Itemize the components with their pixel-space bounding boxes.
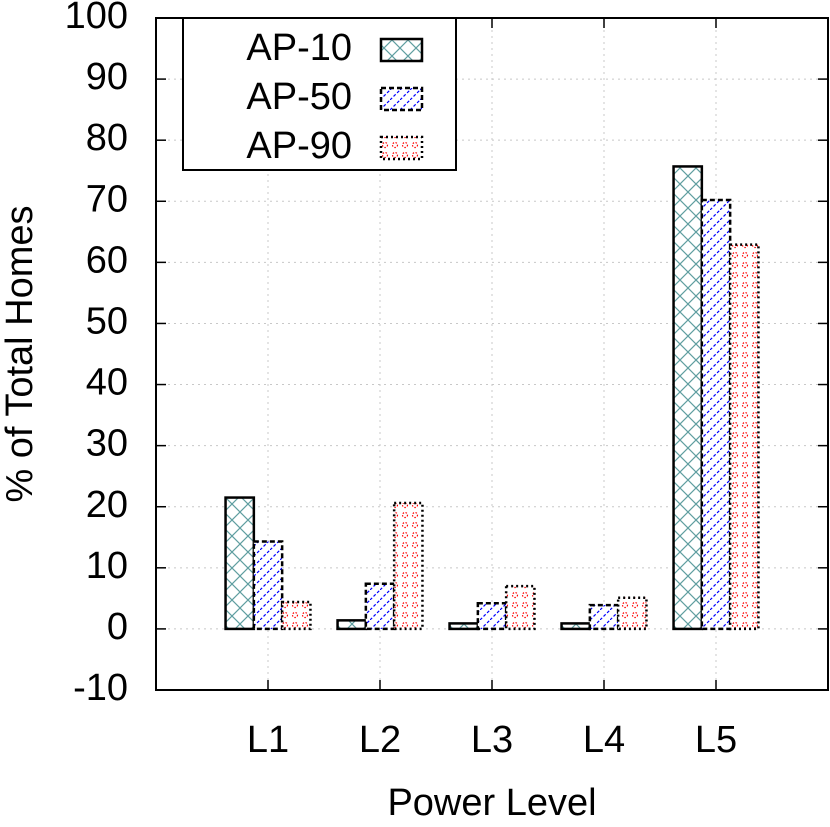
legend-label: AP-10: [246, 27, 352, 69]
y-tick-label: 60: [86, 239, 128, 281]
bar: [588, 603, 620, 631]
bar: [616, 596, 648, 631]
y-tick-label: 40: [86, 362, 128, 404]
x-tick-label: L4: [583, 719, 625, 761]
y-tick-label: 80: [86, 117, 128, 159]
bar: [560, 622, 592, 631]
legend-swatch: [379, 86, 424, 112]
bar: [700, 198, 732, 631]
x-axis-label: Power Level: [387, 782, 596, 824]
y-tick-label: 10: [86, 545, 128, 587]
y-tick-label: 100: [65, 0, 128, 37]
y-tick-label: 0: [107, 606, 128, 648]
y-tick-label: 90: [86, 56, 128, 98]
y-tick-label: 50: [86, 300, 128, 342]
bar: [504, 584, 536, 631]
legend-label: AP-50: [246, 76, 352, 118]
bar: [224, 496, 256, 631]
y-tick-label: 70: [86, 178, 128, 220]
legend-label: AP-90: [246, 125, 352, 167]
bar: [392, 501, 424, 631]
x-tick-label: L1: [247, 719, 289, 761]
x-tick-label: L2: [359, 719, 401, 761]
y-axis-label: % of Total Homes: [0, 205, 41, 502]
legend-swatch: [379, 135, 424, 161]
bar: [336, 619, 368, 631]
bar: [476, 602, 508, 631]
x-tick-label: L5: [695, 719, 737, 761]
bar: [364, 582, 396, 631]
bar: [252, 540, 284, 631]
bar: [448, 622, 480, 631]
bar: [728, 243, 760, 631]
plot-frame: [155, 17, 829, 691]
y-tick-label: -10: [73, 667, 128, 709]
y-tick-label: 30: [86, 423, 128, 465]
y-tick-label: 20: [86, 484, 128, 526]
bar: [672, 165, 704, 631]
x-tick-label: L3: [471, 719, 513, 761]
bar: [280, 600, 312, 631]
legend-swatch: [379, 37, 424, 63]
